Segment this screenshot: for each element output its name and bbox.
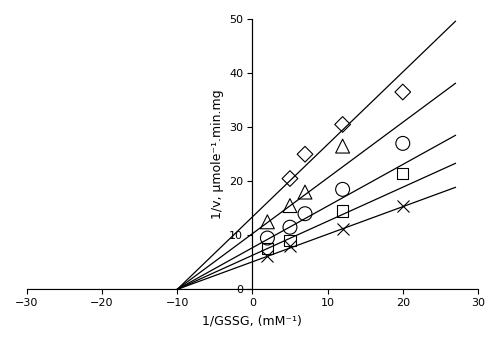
X-axis label: 1/GSSG, (mM⁻¹): 1/GSSG, (mM⁻¹) [202,314,302,327]
Point [399,89,407,95]
Point [338,208,346,214]
Point [338,187,346,192]
Y-axis label: 1/v, μmole⁻¹.min.mg: 1/v, μmole⁻¹.min.mg [210,89,224,219]
Point [301,211,309,216]
Point [338,226,346,232]
Point [338,143,346,149]
Point [301,152,309,157]
Point [286,244,294,249]
Point [264,253,272,259]
Point [301,189,309,195]
Point [264,246,272,252]
Point [399,141,407,146]
Point [399,203,407,208]
Point [286,176,294,181]
Point [286,203,294,208]
Point [264,235,272,241]
Point [286,224,294,230]
Point [286,238,294,244]
Point [264,219,272,225]
Point [338,122,346,127]
Point [399,170,407,176]
